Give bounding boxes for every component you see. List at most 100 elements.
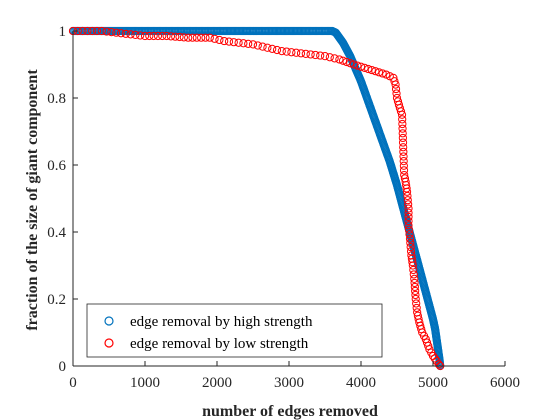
data-point — [404, 208, 413, 217]
data-point — [140, 31, 150, 41]
data-point — [410, 274, 419, 283]
data-point — [398, 129, 407, 138]
data-point — [404, 200, 413, 209]
data-point — [88, 26, 97, 36]
data-point — [258, 42, 267, 51]
data-point — [292, 48, 301, 57]
data-point — [210, 34, 219, 43]
data-point — [399, 152, 408, 161]
data-point — [399, 157, 408, 166]
data-point — [149, 31, 158, 41]
legend-label-high-strength: edge removal by high strength — [130, 314, 313, 330]
legend: edge removal by high strength edge remov… — [86, 303, 383, 358]
data-point — [398, 124, 407, 133]
plot-marks — [68, 26, 445, 371]
data-point — [296, 49, 306, 58]
data-point — [171, 32, 180, 41]
data-point — [166, 32, 176, 41]
y-tick-label: 0 — [59, 359, 67, 375]
data-point — [136, 31, 145, 40]
data-point — [239, 39, 248, 48]
data-point — [349, 60, 358, 69]
x-tick-label: 3000 — [274, 375, 304, 391]
legend-marker-high-strength — [104, 316, 114, 326]
y-tick-label: 0.6 — [47, 158, 66, 174]
data-point — [404, 212, 413, 222]
x-tick-label: 2000 — [202, 375, 232, 391]
data-point — [399, 143, 408, 152]
data-point — [409, 270, 418, 279]
y-tick-label: 1 — [59, 24, 67, 40]
data-point — [399, 161, 408, 170]
data-point — [311, 50, 320, 60]
data-point — [391, 80, 400, 89]
data-point — [412, 303, 421, 313]
legend-label-low-strength: edge removal by low strength — [130, 336, 309, 352]
data-point — [234, 38, 243, 47]
data-point — [417, 325, 426, 334]
data-point — [112, 28, 121, 37]
data-point — [410, 278, 419, 288]
data-point — [390, 77, 399, 86]
data-point — [406, 242, 415, 252]
data-point — [411, 286, 420, 296]
data-point — [145, 31, 154, 41]
x-tick-label: 5000 — [418, 375, 448, 391]
data-point — [392, 89, 401, 98]
data-point — [131, 30, 140, 40]
data-point — [338, 56, 348, 65]
ticks: 0 1000 2000 3000 4000 5000 6000 0 0.2 0.4 0.6 0.8 1 — [47, 24, 520, 391]
series-high-strength — [68, 26, 445, 371]
data-point — [404, 221, 413, 230]
data-point — [403, 191, 412, 201]
data-point — [175, 32, 184, 42]
data-point — [220, 36, 229, 46]
data-point — [107, 28, 116, 37]
data-point — [397, 110, 407, 119]
data-point — [410, 282, 419, 292]
data-point — [398, 119, 407, 129]
x-tick-label: 6000 — [490, 375, 520, 391]
data-point — [197, 33, 206, 42]
data-point — [404, 217, 413, 226]
data-point — [248, 40, 258, 49]
data-point — [126, 30, 135, 39]
data-point — [364, 64, 373, 74]
data-point — [405, 234, 415, 243]
data-point — [121, 29, 130, 38]
data-point — [404, 225, 414, 234]
data-point — [192, 33, 201, 42]
data-point — [320, 52, 330, 61]
data-point — [325, 53, 334, 62]
data-point — [97, 26, 106, 36]
data-point — [371, 67, 380, 76]
x-tick-label: 0 — [69, 375, 77, 391]
data-point — [306, 50, 315, 59]
data-point — [162, 31, 171, 41]
data-point — [391, 84, 401, 94]
data-point — [412, 299, 421, 308]
data-point — [263, 43, 272, 52]
data-point — [405, 230, 414, 239]
y-axis-label: fraction of the size of giant component — [24, 69, 41, 331]
data-point — [224, 37, 234, 46]
data-point — [335, 55, 344, 64]
data-point — [201, 33, 210, 42]
data-point — [268, 44, 277, 53]
data-point — [179, 33, 188, 42]
data-point — [409, 265, 418, 275]
data-point — [229, 38, 238, 47]
data-point — [330, 54, 339, 63]
data-point — [411, 294, 420, 304]
data-point — [301, 49, 310, 58]
y-tick-label: 0.8 — [47, 91, 66, 107]
data-point — [398, 115, 407, 124]
data-point — [403, 196, 412, 205]
y-tick-label: 0.4 — [47, 225, 66, 241]
data-point — [399, 147, 408, 156]
data-point — [374, 68, 384, 77]
data-point — [408, 261, 417, 270]
y-tick-label: 0.2 — [47, 292, 66, 308]
series-low-strength — [68, 26, 445, 371]
